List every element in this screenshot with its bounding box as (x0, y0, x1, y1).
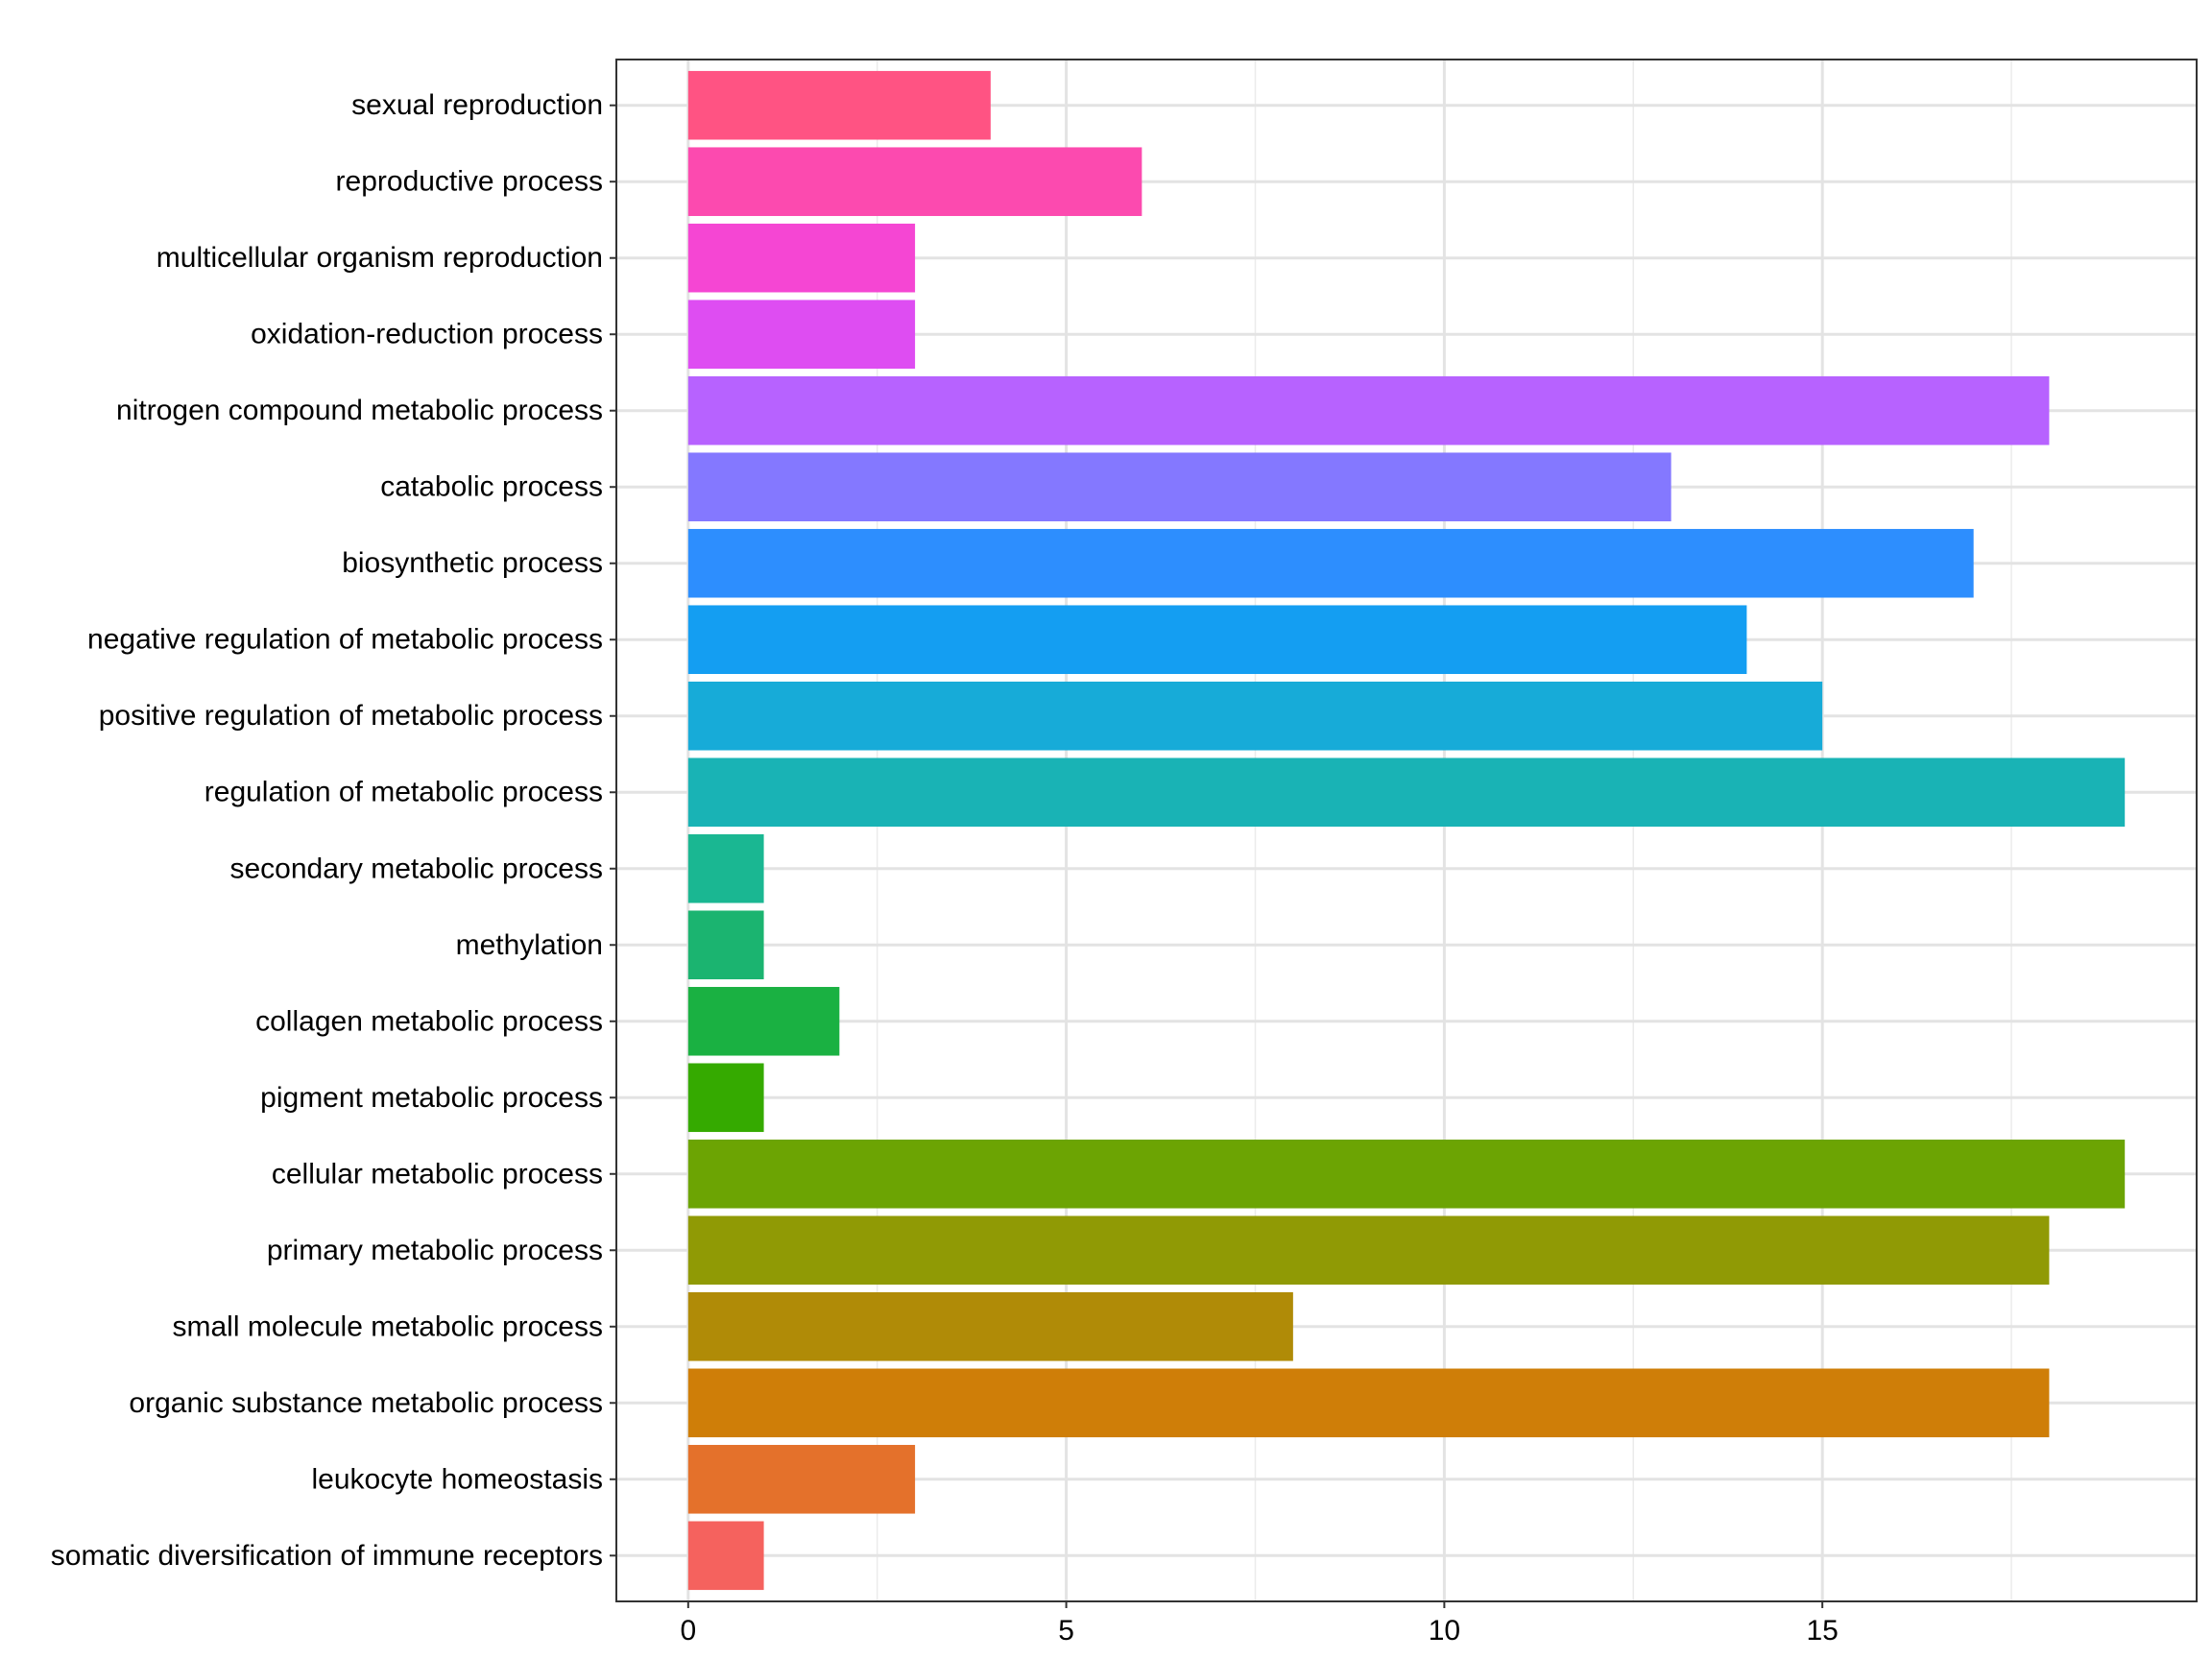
y-tick-label: oxidation-reduction process (251, 319, 603, 350)
y-tick-label: methylation (456, 929, 603, 961)
y-tick-label: multicellular organism reproduction (156, 242, 603, 274)
y-tick-label: nitrogen compound metabolic process (116, 395, 603, 426)
bar (687, 1139, 2126, 1209)
bar (687, 223, 916, 293)
bar (687, 757, 2126, 828)
x-tick-label: 15 (1806, 1615, 1838, 1647)
bars (687, 70, 2126, 1591)
y-tick-label: regulation of metabolic process (204, 777, 603, 808)
y-tick-label: small molecule metabolic process (172, 1310, 603, 1342)
bar (687, 375, 2050, 445)
y-tick-label: biosynthetic process (342, 547, 603, 579)
y-tick-label: reproductive process (336, 166, 603, 198)
y-tick-label: organic substance metabolic process (129, 1387, 603, 1419)
bar (687, 1521, 764, 1591)
bar (687, 986, 840, 1056)
bar (687, 1063, 764, 1133)
bar (687, 681, 1823, 751)
bar (687, 910, 764, 980)
bar (687, 528, 1974, 598)
bar (687, 300, 916, 369)
y-tick-label: secondary metabolic process (229, 853, 603, 884)
y-tick-label: collagen metabolic process (255, 1005, 603, 1037)
y-axis: sexual reproduction reproductive process m… (51, 89, 616, 1572)
bar (687, 605, 1747, 675)
bar (687, 452, 1671, 522)
bar (687, 1292, 1293, 1361)
bar (687, 833, 764, 903)
y-tick-label: somatic diversification of immune recept… (51, 1540, 603, 1572)
bar (687, 1445, 916, 1514)
bar (687, 1368, 2050, 1438)
bar (687, 70, 991, 140)
y-tick-label: negative regulation of metabolic process (87, 624, 603, 656)
bar (687, 147, 1142, 216)
y-tick-label: cellular metabolic process (272, 1158, 603, 1190)
y-tick-label: leukocyte homeostasis (312, 1463, 604, 1495)
bar (687, 1215, 2050, 1286)
x-tick-label: 10 (1429, 1615, 1460, 1647)
y-tick-label: primary metabolic process (267, 1235, 603, 1266)
x-axis: 0 5 10 15 (680, 1601, 1839, 1647)
y-tick-label: sexual reproduction (351, 89, 603, 121)
x-tick-label: 5 (1058, 1615, 1074, 1647)
panel-border (615, 59, 2198, 1602)
y-tick-label: pigment metabolic process (260, 1082, 603, 1114)
x-tick-label: 0 (680, 1615, 696, 1647)
y-tick-label: positive regulation of metabolic process (99, 700, 603, 732)
y-tick-label: catabolic process (380, 471, 603, 503)
